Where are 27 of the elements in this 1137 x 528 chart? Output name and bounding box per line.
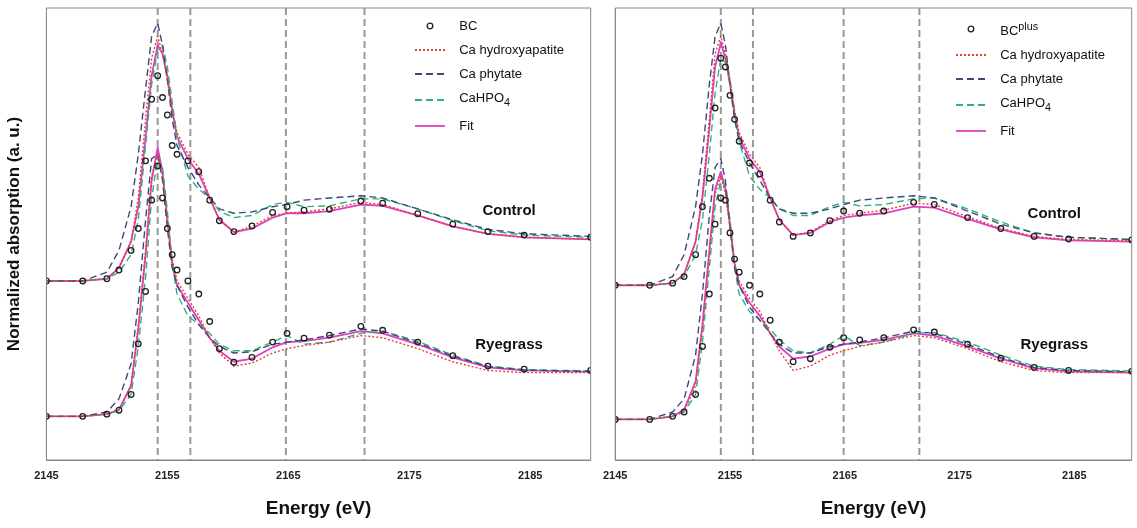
legend-label: Ca hydroxyapatite — [1000, 46, 1105, 65]
x-tick-label: 2175 — [397, 468, 422, 481]
x-axis-title: Energy (eV) — [820, 496, 927, 518]
x-tick-label: 2145 — [602, 468, 628, 481]
legend-label: CaHPO$_{4}$ — [1000, 94, 1052, 115]
legend-label: CaHPO$_{4}$ — [459, 89, 511, 110]
legend-label: BC — [459, 17, 478, 35]
x-tick-label: 2155 — [155, 468, 180, 481]
annotation: Control — [482, 201, 536, 219]
x-tick-label: 2185 — [517, 468, 543, 481]
x-tick-label: 2175 — [947, 468, 972, 481]
annotation: Ryegrass — [475, 334, 543, 352]
legend-label: Ca phytate — [1000, 70, 1064, 89]
annotation: Control — [1027, 204, 1081, 222]
x-tick-label: 2185 — [1062, 468, 1087, 481]
legend-label: Ca hydroxyapatite — [459, 41, 564, 59]
x-tick-label: 2155 — [717, 468, 743, 481]
x-tick-label: 2165 — [276, 468, 301, 481]
x-tick-label: 2145 — [34, 468, 59, 481]
legend-label: Ca phytate — [459, 65, 523, 83]
legend-label: Fit — [459, 116, 474, 135]
x-tick-label: 2165 — [832, 468, 858, 481]
legend-label: Fit — [1000, 121, 1015, 140]
x-axis-title: Energy (eV) — [265, 496, 372, 518]
legend-label: BC$^{plus}$ — [1000, 19, 1039, 41]
annotation: Ryegrass — [1020, 335, 1088, 353]
y-axis-title: Normalized absorption (a. u.) — [3, 116, 23, 352]
